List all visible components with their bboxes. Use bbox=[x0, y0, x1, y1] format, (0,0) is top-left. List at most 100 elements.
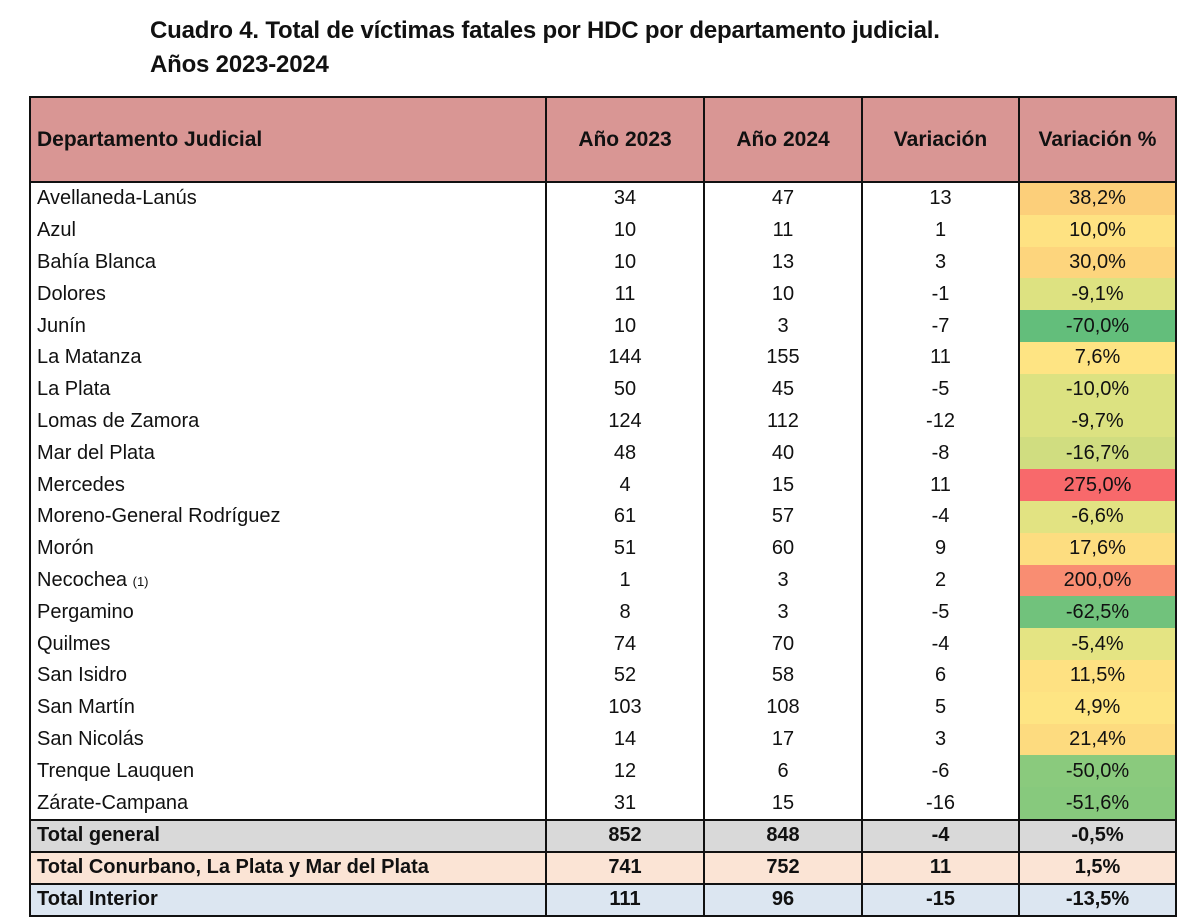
departamento-name: Trenque Lauquen bbox=[37, 759, 195, 782]
total-row: Total Conurbano, La Plata y Mar del Plat… bbox=[29, 850, 1177, 885]
departamento-name: Moreno-General Rodríguez bbox=[37, 505, 281, 528]
departamento-name: Lomas de Zamora bbox=[37, 409, 200, 432]
cell-total-2023: 741 bbox=[545, 850, 705, 885]
table-row: Mercedes 4 15 11 275,0% bbox=[29, 469, 1177, 501]
cell-total-2024: 848 bbox=[703, 818, 863, 853]
cell-total-variacion: 11 bbox=[861, 850, 1020, 885]
cell-variacion-pct: 200,0% bbox=[1018, 564, 1177, 597]
cell-ano-2024: 155 bbox=[703, 341, 863, 374]
table-row: Pergamino 8 3 -5 -62,5% bbox=[29, 596, 1177, 629]
cell-ano-2023: 48 bbox=[545, 437, 705, 470]
cell-total-variacion-pct: 1,5% bbox=[1018, 850, 1177, 885]
title-line-2: Años 2023-2024 bbox=[150, 51, 329, 78]
cell-departamento: Quilmes bbox=[29, 628, 547, 660]
header-variacion: Variación bbox=[861, 96, 1020, 183]
cell-departamento: Morón bbox=[29, 532, 547, 565]
cell-departamento: Moreno-General Rodríguez bbox=[29, 500, 547, 533]
cell-departamento: San Nicolás bbox=[29, 723, 547, 756]
table-title: Cuadro 4. Total de víctimas fatales por … bbox=[150, 14, 940, 82]
cell-ano-2024: 11 bbox=[703, 214, 863, 247]
table-row: Trenque Lauquen 12 6 -6 -50,0% bbox=[29, 755, 1177, 788]
cell-ano-2024: 40 bbox=[703, 437, 863, 470]
cell-ano-2023: 4 bbox=[545, 469, 705, 501]
table-row: La Plata 50 45 -5 -10,0% bbox=[29, 373, 1177, 406]
table-row: Quilmes 74 70 -4 -5,4% bbox=[29, 628, 1177, 660]
cell-variacion-pct: 30,0% bbox=[1018, 246, 1177, 279]
cell-ano-2023: 10 bbox=[545, 214, 705, 247]
cell-variacion: 3 bbox=[861, 723, 1020, 756]
table-row: Zárate-Campana 31 15 -16 -51,6% bbox=[29, 787, 1177, 820]
header-ano-2023: Año 2023 bbox=[545, 96, 705, 183]
cell-ano-2023: 144 bbox=[545, 341, 705, 374]
title-line-1: Cuadro 4. Total de víctimas fatales por … bbox=[150, 17, 940, 44]
cell-total-2023: 111 bbox=[545, 882, 705, 917]
table-row: Lomas de Zamora 124 112 -12 -9,7% bbox=[29, 405, 1177, 438]
cell-variacion-pct: -50,0% bbox=[1018, 755, 1177, 788]
table-row: San Isidro 52 58 6 11,5% bbox=[29, 659, 1177, 692]
cell-total-variacion: -4 bbox=[861, 818, 1020, 853]
table-row: Morón 51 60 9 17,6% bbox=[29, 532, 1177, 565]
cell-variacion-pct: -16,7% bbox=[1018, 437, 1177, 470]
departamento-name: Quilmes bbox=[37, 632, 111, 655]
departamento-name: San Martín bbox=[37, 696, 135, 719]
cell-variacion: -5 bbox=[861, 373, 1020, 406]
cell-variacion: 6 bbox=[861, 659, 1020, 692]
departamento-name: Junín bbox=[37, 314, 86, 337]
cell-ano-2023: 11 bbox=[545, 278, 705, 311]
cell-variacion-pct: 38,2% bbox=[1018, 182, 1177, 215]
cell-variacion-pct: -9,1% bbox=[1018, 278, 1177, 311]
table-row: Azul 10 11 1 10,0% bbox=[29, 214, 1177, 247]
cell-variacion: -7 bbox=[861, 310, 1020, 342]
cell-total-variacion-pct: -13,5% bbox=[1018, 882, 1177, 917]
cell-ano-2024: 3 bbox=[703, 596, 863, 629]
cell-variacion-pct: 4,9% bbox=[1018, 691, 1177, 724]
cell-ano-2024: 60 bbox=[703, 532, 863, 565]
cell-variacion-pct: -5,4% bbox=[1018, 628, 1177, 660]
cell-ano-2024: 112 bbox=[703, 405, 863, 438]
cell-ano-2023: 14 bbox=[545, 723, 705, 756]
departamento-name: Necochea bbox=[37, 568, 128, 591]
cell-total-2024: 752 bbox=[703, 850, 863, 885]
cell-ano-2023: 12 bbox=[545, 755, 705, 788]
cell-ano-2023: 74 bbox=[545, 628, 705, 660]
departamento-name: Avellaneda-Lanús bbox=[37, 187, 197, 210]
header-row: Departamento Judicial Año 2023 Año 2024 … bbox=[29, 96, 1177, 183]
cell-departamento: Zárate-Campana bbox=[29, 787, 547, 820]
cell-variacion-pct: 7,6% bbox=[1018, 341, 1177, 374]
cell-total-variacion-pct: -0,5% bbox=[1018, 818, 1177, 853]
cell-ano-2023: 124 bbox=[545, 405, 705, 438]
cell-variacion: -16 bbox=[861, 787, 1020, 820]
cell-departamento: Mercedes bbox=[29, 469, 547, 501]
total-row: Total general 852 848 -4 -0,5% bbox=[29, 818, 1177, 853]
table-row: Dolores 11 10 -1 -9,1% bbox=[29, 278, 1177, 311]
cell-ano-2023: 10 bbox=[545, 310, 705, 342]
departamento-name: Bahía Blanca bbox=[37, 250, 156, 273]
cell-ano-2024: 57 bbox=[703, 500, 863, 533]
cell-departamento: Azul bbox=[29, 214, 547, 247]
cell-variacion: 3 bbox=[861, 246, 1020, 279]
cell-variacion-pct: -62,5% bbox=[1018, 596, 1177, 629]
cell-ano-2024: 6 bbox=[703, 755, 863, 788]
cell-ano-2023: 50 bbox=[545, 373, 705, 406]
table-row: San Nicolás 14 17 3 21,4% bbox=[29, 723, 1177, 756]
table-row: Bahía Blanca 10 13 3 30,0% bbox=[29, 246, 1177, 279]
cell-ano-2024: 45 bbox=[703, 373, 863, 406]
header-variacion-pct: Variación % bbox=[1018, 96, 1177, 183]
cell-ano-2024: 13 bbox=[703, 246, 863, 279]
cell-variacion: -4 bbox=[861, 628, 1020, 660]
cell-variacion: -4 bbox=[861, 500, 1020, 533]
departamento-name: Dolores bbox=[37, 282, 106, 305]
departamento-name: Mercedes bbox=[37, 473, 125, 496]
cell-total-variacion: -15 bbox=[861, 882, 1020, 917]
departamento-name: Morón bbox=[37, 537, 94, 560]
cell-departamento: San Isidro bbox=[29, 659, 547, 692]
data-table: Departamento Judicial Año 2023 Año 2024 … bbox=[29, 96, 1177, 917]
cell-ano-2023: 103 bbox=[545, 691, 705, 724]
table-row: San Martín 103 108 5 4,9% bbox=[29, 691, 1177, 724]
cell-ano-2024: 58 bbox=[703, 659, 863, 692]
cell-departamento: Necochea (1) bbox=[29, 564, 547, 597]
cell-variacion: 13 bbox=[861, 182, 1020, 215]
cell-variacion-pct: -51,6% bbox=[1018, 787, 1177, 820]
cell-ano-2023: 34 bbox=[545, 182, 705, 215]
cell-ano-2024: 10 bbox=[703, 278, 863, 311]
